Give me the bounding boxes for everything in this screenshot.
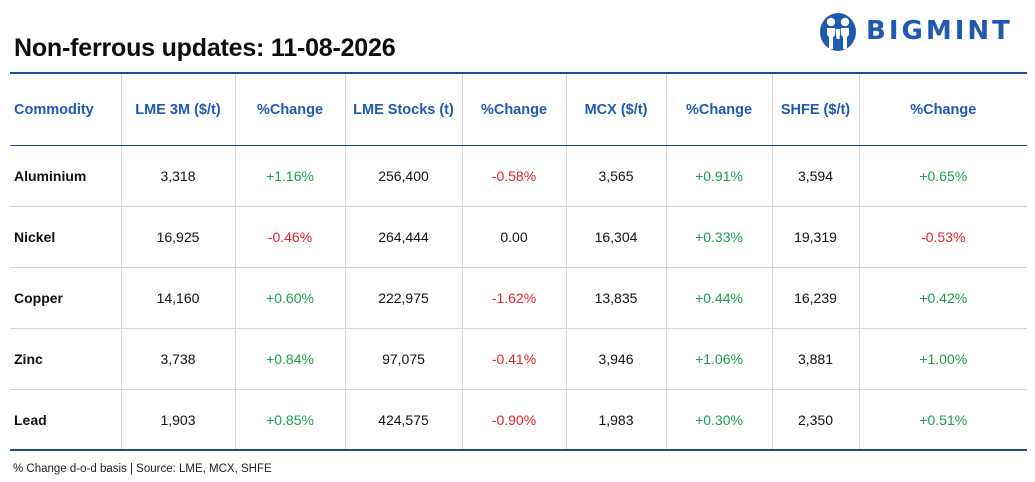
commodity-table: Commodity LME 3M ($/t) %Change LME Stock… <box>10 72 1027 451</box>
shfe-change: +1.00% <box>859 328 1027 390</box>
shfe-change: +0.51% <box>919 411 968 428</box>
table-bottom-rule <box>10 449 1027 451</box>
lme-3m-change: +0.85% <box>235 389 346 449</box>
mcx-change: +0.44% <box>666 267 773 329</box>
lme-stocks-value: 97,075 <box>345 328 463 390</box>
mcx-value: 13,835 <box>566 267 667 329</box>
table-row-aluminium: Aluminium 3,318 +1.16% 256,400 -0.58% 3,… <box>10 145 1027 207</box>
shfe-change: -0.53% <box>859 206 1027 268</box>
lme-stocks-change: -0.41% <box>462 328 567 390</box>
lme-stocks-change: -0.90% <box>462 389 567 449</box>
shfe-change: +0.65% <box>859 145 1027 207</box>
prices-table: Commodity LME 3M ($/t) %Change LME Stock… <box>10 74 1027 449</box>
logo-text: BIGMINT <box>866 16 1013 46</box>
lme-3m-value: 3,318 <box>121 145 236 207</box>
lme-stocks-value: 264,444 <box>345 206 463 268</box>
column-header-lme-3m: LME 3M ($/t) <box>121 74 236 146</box>
commodity-name: Zinc <box>10 328 122 390</box>
bigmint-logo: BIGMINT <box>818 10 1013 52</box>
column-header-lme-stocks-change: %Change <box>462 74 567 146</box>
lme-stocks-value: 256,400 <box>345 145 463 207</box>
table-top-rule <box>10 72 1027 74</box>
lme-stocks-change: -0.58% <box>462 145 567 207</box>
column-header-mcx: MCX ($/t) <box>566 74 667 146</box>
mcx-change: +0.30% <box>666 389 773 449</box>
source-footnote: % Change d-o-d basis | Source: LME, MCX,… <box>13 463 272 475</box>
shfe-change: +0.42% <box>859 267 1027 329</box>
column-header-mcx-change: %Change <box>666 74 773 146</box>
commodity-name: Lead <box>10 389 122 449</box>
column-header-shfe-change: %Change <box>859 74 1027 146</box>
commodity-name: Copper <box>10 267 122 329</box>
lme-stocks-value: 424,575 <box>345 389 463 449</box>
lme-3m-change: +1.16% <box>235 145 346 207</box>
lme-3m-value: 3,738 <box>121 328 236 390</box>
lme-stocks-change: -1.62% <box>462 267 567 329</box>
bigmint-logo-icon <box>820 13 856 51</box>
mcx-value: 3,946 <box>566 328 667 390</box>
column-header-commodity: Commodity <box>10 74 122 146</box>
lme-3m-value: 1,903 <box>121 389 236 449</box>
column-header-lme-3m-change: %Change <box>235 74 346 146</box>
table-row-lead: Lead 1,903 +0.85% 424,575 -0.90% 1,983 +… <box>10 389 1027 449</box>
column-header-lme-stocks: LME Stocks (t) <box>345 74 463 146</box>
shfe-value: 2,350 <box>772 389 860 449</box>
table-header-row: Commodity LME 3M ($/t) %Change LME Stock… <box>10 74 1027 146</box>
page-title: Non-ferrous updates: 11-08-2026 <box>14 34 396 62</box>
shfe-value: 3,594 <box>772 145 860 207</box>
lme-3m-change: +0.84% <box>235 328 346 390</box>
lme-stocks-change: 0.00 <box>462 206 567 268</box>
shfe-value: 19,319 <box>772 206 860 268</box>
lme-3m-value: 16,925 <box>121 206 236 268</box>
lme-3m-value: 14,160 <box>121 267 236 329</box>
table-row-nickel: Nickel 16,925 -0.46% 264,444 0.00 16,304… <box>10 206 1027 268</box>
mcx-change: +1.06% <box>666 328 773 390</box>
column-header-shfe: SHFE ($/t) <box>772 74 860 146</box>
mcx-value: 1,983 <box>566 389 667 449</box>
mcx-change: +0.33% <box>666 206 773 268</box>
commodity-name: Nickel <box>10 206 122 268</box>
lme-3m-change: -0.46% <box>235 206 346 268</box>
lme-stocks-value: 222,975 <box>345 267 463 329</box>
mcx-value: 3,565 <box>566 145 667 207</box>
shfe-value: 3,881 <box>772 328 860 390</box>
mcx-value: 16,304 <box>566 206 667 268</box>
shfe-value: 16,239 <box>772 267 860 329</box>
lme-3m-change: +0.60% <box>235 267 346 329</box>
commodity-name: Aluminium <box>10 145 122 207</box>
mcx-change: +0.91% <box>666 145 773 207</box>
table-row-copper: Copper 14,160 +0.60% 222,975 -1.62% 13,8… <box>10 267 1027 329</box>
table-row-zinc: Zinc 3,738 +0.84% 97,075 -0.41% 3,946 +1… <box>10 328 1027 390</box>
